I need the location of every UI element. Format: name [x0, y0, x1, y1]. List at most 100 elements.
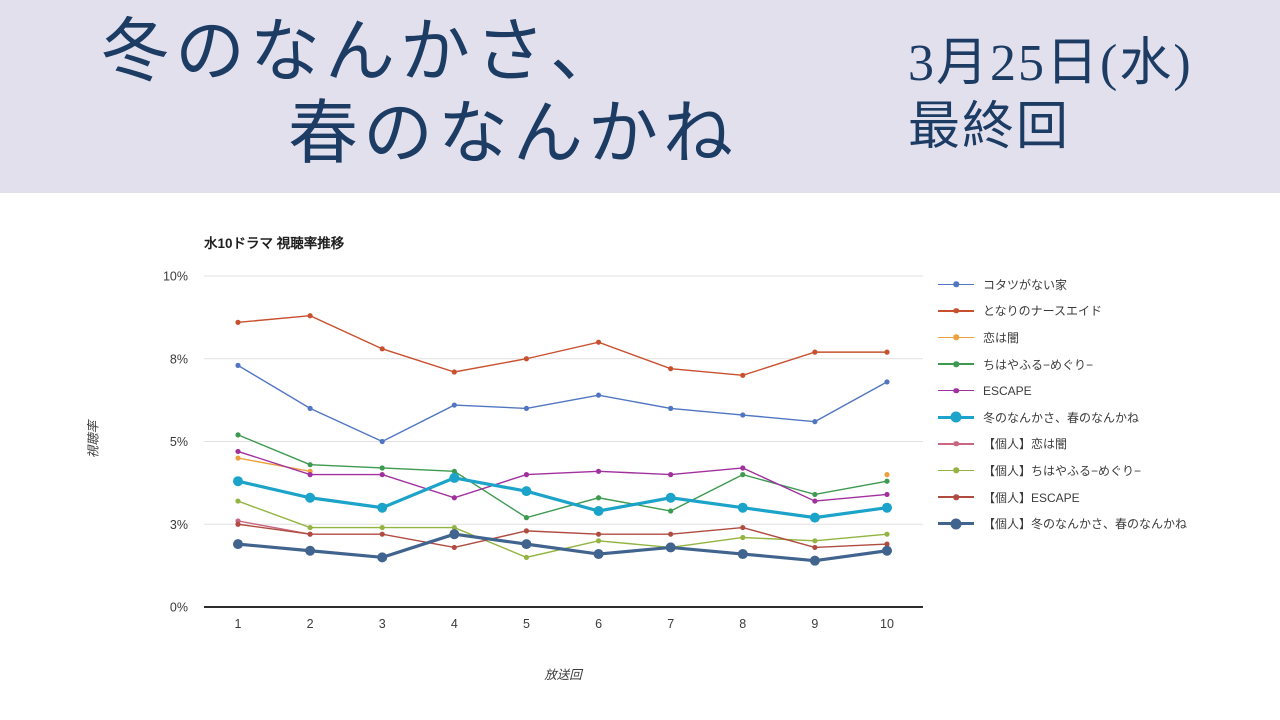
legend-line-marker-icon — [938, 361, 974, 367]
data-point — [235, 455, 241, 461]
data-point — [665, 492, 676, 503]
legend-item: 【個人】恋は闇 — [938, 431, 1187, 458]
data-point — [740, 534, 746, 541]
legend-line-marker-icon — [938, 334, 974, 341]
x-tick-label: 5 — [523, 617, 530, 631]
legend-label: 【個人】ちはやふる−めぐり− — [983, 463, 1142, 478]
y-tick-label: 10% — [163, 270, 188, 284]
legend-line-marker-icon — [938, 518, 974, 530]
data-point — [379, 438, 385, 445]
data-point — [235, 498, 241, 504]
header-banner: 冬のなんかさ、 春のなんかね 3月25日(水) 最終回 — [0, 0, 1280, 193]
legend-item: 【個人】冬のなんかさ、春のなんかね — [938, 510, 1187, 537]
drama-title-line1: 冬のなんかさ、 — [100, 14, 625, 91]
data-point — [884, 491, 890, 498]
data-point — [809, 555, 820, 566]
x-tick-label: 7 — [667, 617, 674, 631]
legend-line-marker-icon — [938, 411, 974, 423]
legend-label: 【個人】冬のなんかさ、春のなんかね — [983, 517, 1188, 532]
legend-label: となりのナースエイド — [983, 304, 1103, 319]
data-point — [305, 492, 316, 503]
x-tick-label: 10 — [880, 617, 894, 631]
data-point — [812, 349, 818, 355]
data-point — [233, 539, 243, 550]
data-point — [523, 356, 530, 362]
data-point — [307, 462, 313, 468]
data-point — [595, 538, 602, 544]
x-tick-label: 6 — [595, 617, 602, 631]
data-point — [812, 544, 818, 551]
data-point — [523, 515, 530, 521]
chart-title: 水10ドラマ 視聴率推移 — [204, 236, 345, 251]
y-tick-label: 3% — [170, 518, 188, 532]
y-axis-title: 視聴率 — [86, 420, 101, 459]
data-point — [737, 549, 748, 560]
data-point — [379, 524, 385, 531]
data-point — [379, 346, 385, 352]
x-axis-title: 放送回 — [544, 668, 582, 682]
y-tick-label: 8% — [170, 352, 188, 366]
data-point — [740, 465, 746, 471]
data-point — [668, 366, 674, 372]
legend-label: コタツがない家 — [983, 277, 1068, 292]
data-point — [884, 472, 890, 478]
data-point — [379, 531, 385, 537]
data-point — [812, 538, 818, 544]
data-point — [740, 372, 746, 378]
data-point — [451, 402, 457, 408]
data-point — [377, 502, 388, 513]
legend-line-marker-icon — [938, 441, 974, 447]
data-point — [451, 468, 457, 474]
data-point — [307, 531, 313, 537]
data-point — [668, 405, 674, 411]
data-point — [737, 502, 748, 513]
data-point — [235, 432, 241, 438]
data-point — [812, 498, 818, 504]
broadcast-date: 3月25日(水) — [908, 35, 1193, 92]
data-point — [521, 486, 532, 497]
data-point — [233, 476, 243, 487]
data-point — [595, 531, 602, 537]
data-point — [235, 448, 241, 455]
series-line — [237, 523, 888, 549]
data-point — [809, 512, 820, 523]
data-point — [882, 545, 892, 556]
data-point — [665, 542, 676, 553]
legend-label: 冬のなんかさ、春のなんかね — [983, 410, 1140, 425]
x-tick-label: 3 — [379, 617, 386, 631]
data-point — [307, 405, 313, 411]
data-point — [305, 545, 316, 556]
legend-item: 【個人】ESCAPE — [938, 484, 1187, 511]
data-point — [235, 362, 241, 368]
series-line — [237, 450, 888, 502]
data-point — [884, 379, 890, 385]
legend-item: コタツがない家 — [938, 271, 1187, 298]
data-point — [593, 549, 604, 560]
x-tick-label: 8 — [739, 617, 746, 631]
data-point — [379, 472, 385, 478]
series-line — [237, 476, 888, 520]
data-point — [668, 508, 674, 514]
data-point — [593, 506, 604, 517]
legend-line-marker-icon — [938, 494, 974, 500]
legend-line-marker-icon — [938, 467, 974, 474]
data-point — [451, 495, 457, 501]
legend-line-marker-icon — [938, 281, 974, 288]
data-point — [523, 405, 530, 411]
data-point — [307, 524, 313, 531]
x-tick-label: 9 — [811, 617, 818, 631]
legend-item: 恋は闇 — [938, 324, 1187, 351]
data-point — [449, 529, 460, 540]
chart-plot-area: 0% 3% 5% 8% 10% 1 2 3 4 5 6 7 8 9 10 — [163, 270, 923, 631]
x-tick-label: 2 — [307, 617, 314, 631]
data-point — [595, 392, 602, 398]
data-point — [307, 313, 313, 319]
data-point — [235, 319, 241, 325]
data-point — [307, 472, 313, 478]
legend-item: ESCAPE — [938, 377, 1187, 404]
data-point — [882, 502, 892, 513]
data-point — [740, 472, 746, 478]
series-line — [237, 434, 888, 519]
data-point — [884, 349, 890, 355]
